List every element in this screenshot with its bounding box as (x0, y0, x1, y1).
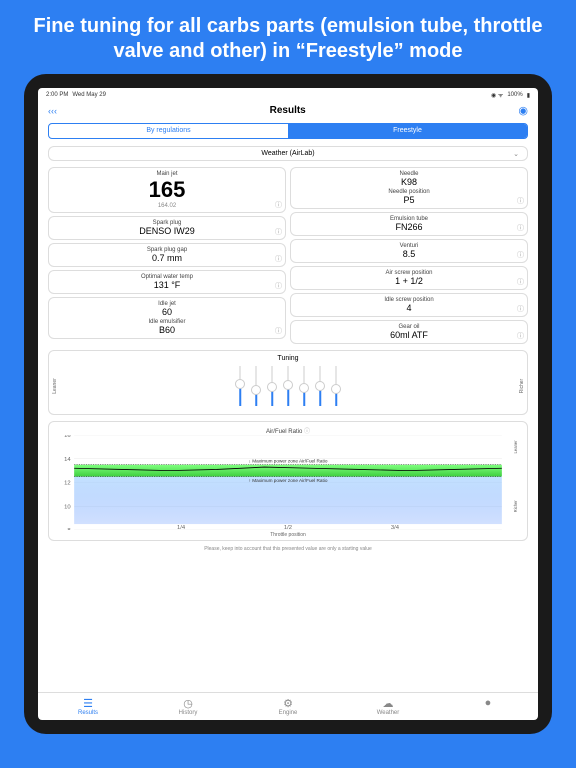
svg-text:1/4: 1/4 (177, 525, 185, 530)
card-value: 0.7 mm (53, 253, 281, 263)
card-value-2: P5 (295, 195, 523, 205)
app-screen: 2:00 PM Wed May 29 ◉ ᯤ 100% ▮ ‹‹‹ Result… (38, 88, 538, 720)
result-card[interactable]: Main jet165164.02ⓘ (48, 167, 286, 213)
card-value: 60 (53, 307, 281, 317)
card-subvalue: 164.02 (53, 203, 281, 209)
result-card[interactable]: NeedleK98Needle positionP5ⓘ (290, 167, 528, 209)
nav-bar: ‹‹‹ Results ◉ (38, 102, 538, 119)
tab-history[interactable]: ◷History (138, 693, 238, 720)
tab-weather[interactable]: ☁Weather (338, 693, 438, 720)
marketing-headline: Fine tuning for all carbs parts (emulsio… (0, 0, 576, 74)
profile-icon[interactable]: ◉ (518, 104, 528, 117)
tab-bar: ☰Results◷History⚙Engine☁Weather● (38, 692, 538, 720)
status-bar: 2:00 PM Wed May 29 ◉ ᯤ 100% ▮ (38, 88, 538, 102)
tuning-slider[interactable] (303, 366, 305, 406)
tuning-slider[interactable] (239, 366, 241, 406)
result-card[interactable]: Idle screw position4ⓘ (290, 293, 528, 317)
svg-text:Richer: Richer (513, 500, 518, 513)
tuning-sliders (53, 364, 523, 406)
svg-text:↓ Maximum power zone Air/Fuel: ↓ Maximum power zone Air/Fuel Ratio (249, 459, 328, 464)
tab-icon: ☁ (338, 697, 438, 710)
tuning-panel: Tuning Leaner Richer (48, 350, 528, 415)
tuning-slider[interactable] (255, 366, 257, 406)
info-icon[interactable]: ⓘ (275, 281, 282, 291)
tablet-frame: 2:00 PM Wed May 29 ◉ ᯤ 100% ▮ ‹‹‹ Result… (24, 74, 552, 734)
card-value: 8.5 (295, 249, 523, 259)
mode-segmented-control[interactable]: By regulations Freestyle (48, 123, 528, 139)
svg-text:8: 8 (67, 528, 70, 530)
info-icon[interactable]: ⓘ (517, 223, 524, 233)
seg-by-regulations[interactable]: By regulations (49, 124, 288, 138)
weather-selector[interactable]: Weather (AirLab) ⌄ (48, 146, 528, 161)
chart-svg: 16 14 12 10 8 1/4 1/2 3/4 ↓ Maximum power zone A… (53, 435, 523, 530)
battery-pct: 100% (507, 92, 522, 98)
card-value: 60ml ATF (295, 330, 523, 340)
afr-chart: Air/Fuel Ratio ⓘ 1614121081/41/23/4↓ Max… (48, 421, 528, 541)
result-card[interactable]: Spark plugDENSO IW29ⓘ (48, 216, 286, 240)
info-icon[interactable]: ⓘ (275, 200, 282, 210)
result-card[interactable]: Venturi8.5ⓘ (290, 239, 528, 263)
battery-icon: ▮ (527, 92, 530, 99)
tab-icon: ◷ (138, 697, 238, 710)
disclaimer-text: Please, keep into account that this pres… (38, 546, 538, 552)
tuning-slider[interactable] (271, 366, 273, 406)
result-card[interactable]: Air screw position1 + 1/2ⓘ (290, 266, 528, 290)
wifi-icon: ◉ ᯤ (491, 91, 503, 99)
right-column: NeedleK98Needle positionP5ⓘ Emulsion tube… (290, 167, 528, 344)
card-value: 1 + 1/2 (295, 276, 523, 286)
tab-icon: ☰ (38, 697, 138, 710)
result-card[interactable]: Emulsion tubeFN266ⓘ (290, 212, 528, 236)
info-icon[interactable]: ⓘ (517, 277, 524, 287)
tuning-title: Tuning (53, 355, 523, 362)
tuning-slider[interactable] (335, 366, 337, 406)
weather-label: Weather (AirLab) (261, 150, 314, 157)
tab-more[interactable]: ● (438, 693, 538, 720)
result-card[interactable]: Optimal water temp131 °Fⓘ (48, 270, 286, 294)
tuning-slider[interactable] (287, 366, 289, 406)
tab-results[interactable]: ☰Results (38, 693, 138, 720)
back-button[interactable]: ‹‹‹ (48, 106, 57, 116)
status-date: Wed May 29 (72, 92, 106, 98)
tab-icon: ● (438, 697, 538, 709)
tab-engine[interactable]: ⚙Engine (238, 693, 338, 720)
left-column: Main jet165164.02ⓘ Spark plugDENSO IW29ⓘ S… (48, 167, 286, 344)
svg-text:14: 14 (64, 457, 71, 463)
card-value: FN266 (295, 222, 523, 232)
card-value: 131 °F (53, 280, 281, 290)
card-big-value: 165 (53, 177, 281, 203)
info-icon[interactable]: ⓘ (517, 196, 524, 206)
svg-text:16: 16 (64, 435, 71, 439)
svg-text:3/4: 3/4 (391, 525, 399, 530)
seg-freestyle[interactable]: Freestyle (288, 124, 527, 138)
card-value: DENSO IW29 (53, 226, 281, 236)
results-grid: Main jet165164.02ⓘ Spark plugDENSO IW29ⓘ S… (48, 167, 528, 344)
card-value: 4 (295, 303, 523, 313)
card-value-2: B60 (53, 325, 281, 335)
tuning-slider[interactable] (319, 366, 321, 406)
info-icon[interactable]: ⓘ (517, 331, 524, 341)
chart-xlabel: Throttle position (53, 532, 523, 538)
result-card[interactable]: Spark plug gap0.7 mmⓘ (48, 243, 286, 267)
svg-text:10: 10 (64, 505, 71, 511)
page-title: Results (270, 105, 306, 116)
svg-text:Leaner: Leaner (513, 440, 518, 454)
card-value: K98 (295, 177, 523, 187)
info-icon[interactable]: ⓘ (517, 304, 524, 314)
chevron-down-icon: ⌄ (513, 150, 519, 158)
status-time: 2:00 PM (46, 92, 68, 98)
result-card[interactable]: Idle jet60Idle emulsifierB60ⓘ (48, 297, 286, 339)
info-icon[interactable]: ⓘ (275, 326, 282, 336)
info-icon[interactable]: ⓘ (517, 250, 524, 260)
svg-text:12: 12 (64, 481, 71, 487)
svg-text:↑ Maximum power zone Air/Fuel: ↑ Maximum power zone Air/Fuel Ratio (249, 478, 328, 483)
svg-text:1/2: 1/2 (284, 525, 292, 530)
info-icon[interactable]: ⓘ (275, 254, 282, 264)
tab-icon: ⚙ (238, 697, 338, 710)
info-icon[interactable]: ⓘ (275, 227, 282, 237)
result-card[interactable]: Gear oil60ml ATFⓘ (290, 320, 528, 344)
